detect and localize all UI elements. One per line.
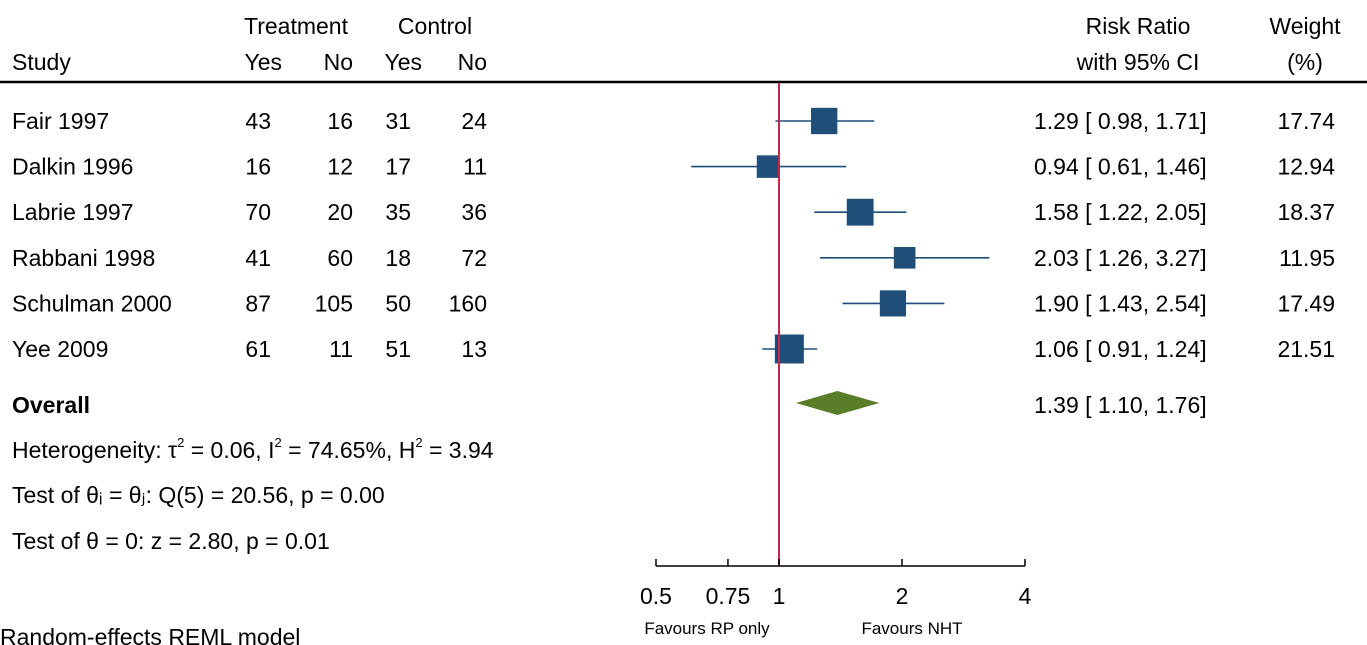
control-yes-value: 50 xyxy=(385,290,411,316)
header-control-no: No xyxy=(458,49,487,75)
i2-exponent: 2 xyxy=(274,435,281,450)
treatment-no-value: 16 xyxy=(327,108,353,134)
study-weight-text: 21.51 xyxy=(1277,336,1335,362)
h2-value: 3.94 xyxy=(449,437,494,463)
study-weight-text: 18.37 xyxy=(1277,199,1335,225)
header-weight: Weight xyxy=(1269,13,1341,39)
treatment-yes-value: 41 xyxy=(245,245,271,271)
header-control: Control xyxy=(398,13,472,39)
overall-diamond xyxy=(795,391,880,415)
test-zero-text: Test of θ = 0: z = 2.80, p = 0.01 xyxy=(12,528,330,554)
treatment-yes-value: 70 xyxy=(245,199,271,225)
study-name: Labrie 1997 xyxy=(12,199,134,225)
treatment-yes-value: 43 xyxy=(245,108,271,134)
study-point-marker xyxy=(811,107,838,135)
x-axis-tick-label: 0.5 xyxy=(640,583,672,609)
study-ci-text: 1.29 [ 0.98, 1.71] xyxy=(1034,108,1207,134)
control-no-value: 160 xyxy=(449,290,487,316)
header-ci: with 95% CI xyxy=(1076,49,1200,75)
study-point-marker xyxy=(893,246,916,269)
study-ci-text: 0.94 [ 0.61, 1.46] xyxy=(1034,154,1207,180)
x-axis-tick-label: 4 xyxy=(1019,583,1032,609)
control-yes-value: 17 xyxy=(385,154,411,180)
header-treatment: Treatment xyxy=(244,13,349,39)
study-ci-text: 2.03 [ 1.26, 3.27] xyxy=(1034,245,1207,271)
control-yes-value: 31 xyxy=(385,108,411,134)
study-name: Rabbani 1998 xyxy=(12,245,155,271)
plot-marks: 0.5 0.75 1 2 4 xyxy=(640,83,1032,609)
header-study: Study xyxy=(12,49,71,75)
study-point-marker xyxy=(879,290,906,317)
header-treatment-yes: Yes xyxy=(244,49,282,75)
control-no-value: 13 xyxy=(461,336,487,362)
study-ci-text: 1.06 [ 0.91, 1.24] xyxy=(1034,336,1207,362)
favours-left-label: Favours RP only xyxy=(644,619,770,638)
study-point-marker xyxy=(756,155,780,178)
x-axis-tick-label: 1 xyxy=(773,583,786,609)
control-yes-value: 18 xyxy=(385,245,411,271)
study-weight-text: 17.74 xyxy=(1277,108,1335,134)
study-weight-text: 11.95 xyxy=(1279,245,1335,271)
tau-symbol: τ xyxy=(168,437,177,463)
study-name: Fair 1997 xyxy=(12,108,109,134)
heterogeneity-text: Heterogeneity: τ2 = 0.06, I2 = 74.65%, H… xyxy=(12,435,494,463)
tau-exponent: 2 xyxy=(177,435,184,450)
control-no-value: 72 xyxy=(461,245,487,271)
i2-value: 74.65% xyxy=(308,437,386,463)
header-control-yes: Yes xyxy=(384,49,422,75)
control-yes-value: 51 xyxy=(385,336,411,362)
h2-exponent: 2 xyxy=(415,435,422,450)
header-risk-ratio: Risk Ratio xyxy=(1086,13,1191,39)
header-treatment-no: No xyxy=(324,49,353,75)
study-weight-text: 17.49 xyxy=(1277,290,1335,316)
study-name: Schulman 2000 xyxy=(12,290,172,316)
control-yes-value: 35 xyxy=(385,199,411,225)
study-weight-text: 12.94 xyxy=(1277,154,1335,180)
header-weight-unit: (%) xyxy=(1287,49,1323,75)
x-axis-tick-label: 2 xyxy=(896,583,909,609)
treatment-yes-value: 16 xyxy=(245,154,271,180)
favours-right-label: Favours NHT xyxy=(861,619,962,638)
treatment-yes-value: 61 xyxy=(245,336,271,362)
overall-ci-text: 1.39 [ 1.10, 1.76] xyxy=(1034,392,1207,418)
overall-label: Overall xyxy=(12,392,90,418)
model-note: Random-effects REML model xyxy=(0,624,300,645)
treatment-no-value: 60 xyxy=(327,245,353,271)
treatment-no-value: 105 xyxy=(315,290,353,316)
heterogeneity-prefix: Heterogeneity: xyxy=(12,437,168,463)
study-rows: Fair 1997 43 16 31 24 1.29 [ 0.98, 1.71] 17.74… xyxy=(12,108,1335,362)
study-point-marker xyxy=(846,198,874,226)
control-no-value: 24 xyxy=(461,108,487,134)
test-equal-text: Test of θᵢ = θⱼ: Q(5) = 20.56, p = 0.00 xyxy=(12,482,385,508)
study-ci-text: 1.58 [ 1.22, 2.05] xyxy=(1034,199,1207,225)
study-ci-text: 1.90 [ 1.43, 2.54] xyxy=(1034,290,1207,316)
control-no-value: 11 xyxy=(463,154,487,180)
treatment-no-value: 11 xyxy=(329,336,353,362)
control-no-value: 36 xyxy=(461,199,487,225)
tau2-value: 0.06 xyxy=(211,437,256,463)
study-name: Yee 2009 xyxy=(12,336,108,362)
x-axis-tick-label: 0.75 xyxy=(706,583,751,609)
treatment-no-value: 12 xyxy=(327,154,353,180)
treatment-no-value: 20 xyxy=(327,199,353,225)
study-name: Dalkin 1996 xyxy=(12,154,133,180)
treatment-yes-value: 87 xyxy=(245,290,271,316)
